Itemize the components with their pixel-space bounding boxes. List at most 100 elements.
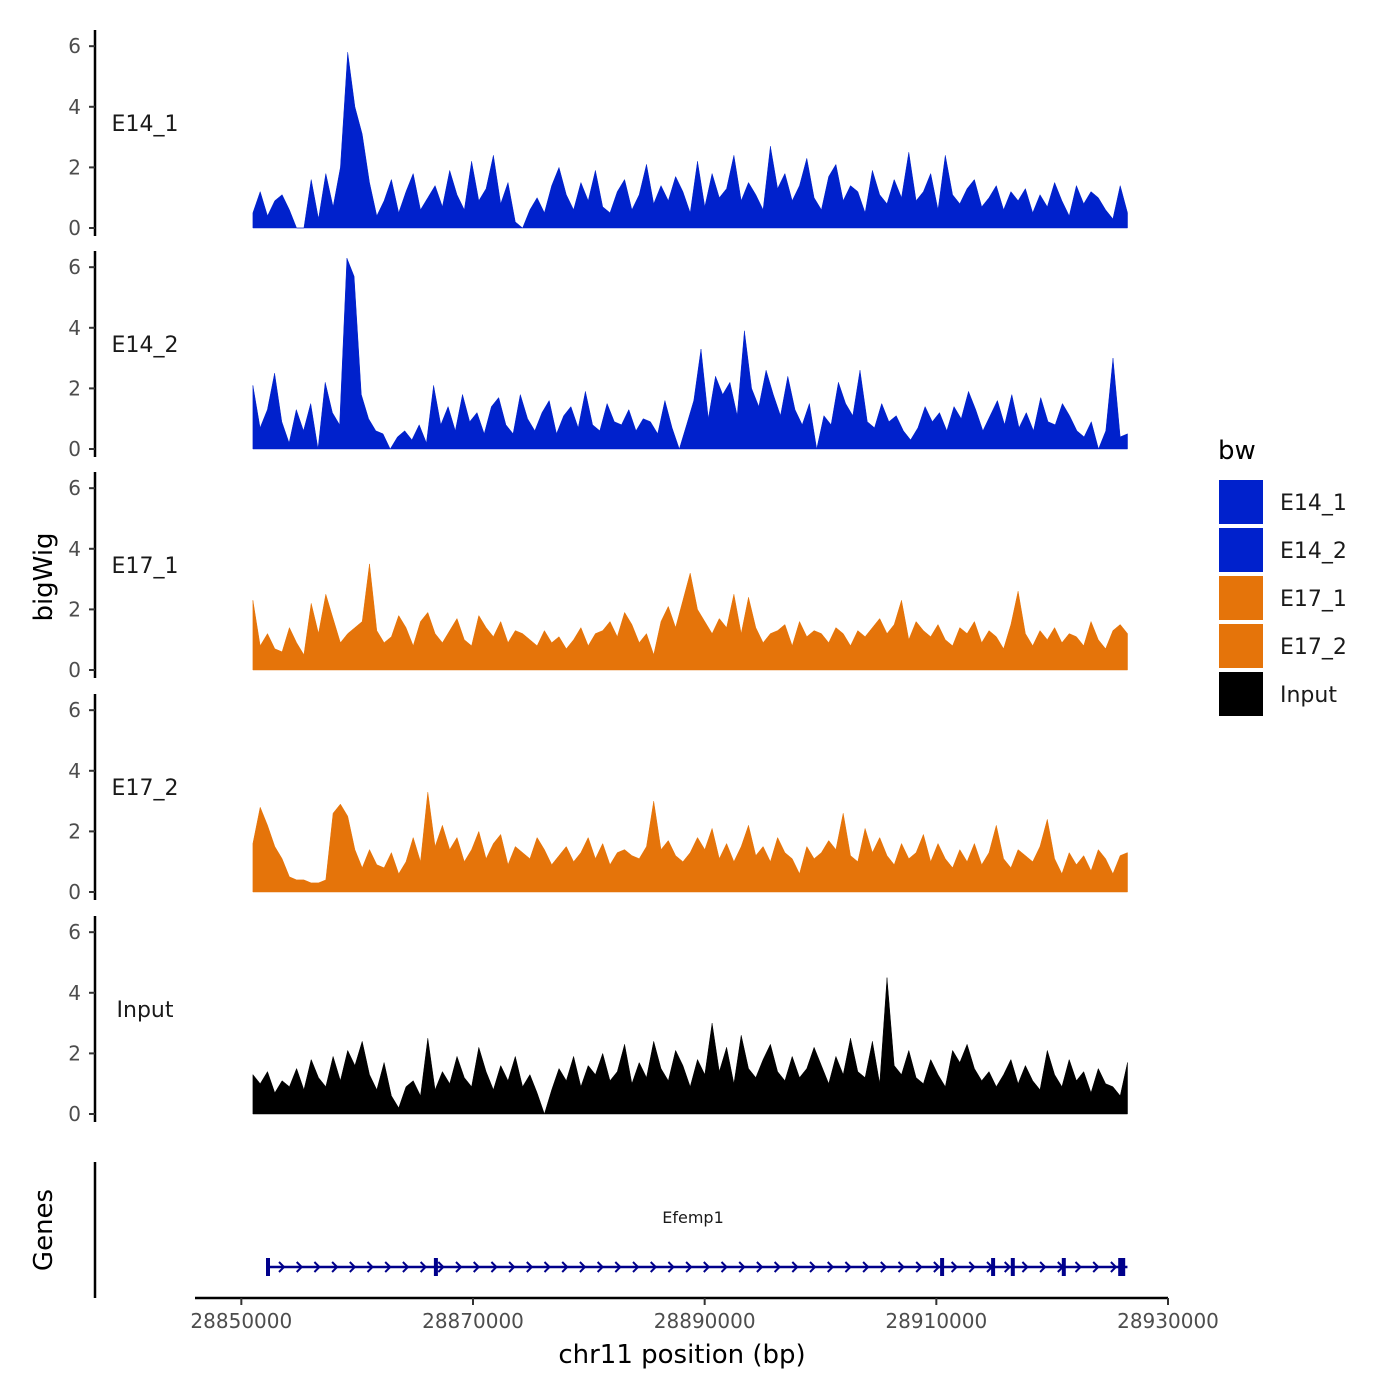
strand-arrow	[331, 1261, 339, 1273]
y-tick-label: 6	[68, 920, 81, 944]
strand-arrow	[402, 1261, 410, 1273]
strand-arrow	[278, 1261, 286, 1273]
strand-arrow	[720, 1261, 728, 1273]
strand-arrow	[1003, 1261, 1012, 1273]
legend-key	[1219, 576, 1263, 620]
x-tick-label: 28890000	[654, 1309, 756, 1333]
legend-key	[1219, 624, 1263, 668]
strand-arrow	[490, 1261, 498, 1273]
y-tick-label: 0	[68, 880, 81, 904]
strand-arrow	[685, 1261, 693, 1273]
strand-arrow	[826, 1261, 835, 1273]
exon	[266, 1258, 270, 1276]
track-E17_2: 0 2 4 6 E17_2	[68, 694, 1128, 904]
legend-key	[1219, 480, 1263, 524]
y-tick-label: 4	[68, 981, 81, 1005]
coverage-area-E14_2	[252, 258, 1128, 450]
strand-arrow	[295, 1261, 304, 1273]
x-axis: 28850000 28870000 28890000 28910000 28930000	[190, 1296, 1219, 1333]
legend-entry-label: E17_2	[1280, 635, 1347, 660]
track-Input: 0 2 4 6 Input	[68, 916, 1128, 1126]
y-tick-label: 4	[68, 316, 81, 340]
strand-arrow	[437, 1261, 445, 1273]
strand-arrow	[773, 1261, 782, 1273]
y-tick-label: 2	[68, 376, 81, 400]
strand-arrow	[880, 1261, 888, 1273]
legend-entry-label: Input	[1280, 683, 1337, 708]
strand-arrow	[950, 1261, 959, 1273]
strand-arrow	[791, 1261, 799, 1273]
legend-entry-label: E14_1	[1280, 491, 1347, 516]
track-label: E17_2	[112, 776, 179, 801]
exon	[1061, 1258, 1066, 1276]
strand-arrow	[703, 1261, 711, 1273]
strand-arrow	[1039, 1261, 1047, 1273]
x-tick-label: 28910000	[885, 1309, 987, 1333]
coverage-area-E17_2	[252, 791, 1128, 893]
genes-track: Genes Efemp1	[29, 1162, 1128, 1298]
strand-arrow	[579, 1261, 587, 1273]
exon	[1118, 1258, 1126, 1276]
y-tick-label: 2	[68, 155, 81, 179]
y-tick-label: 2	[68, 1041, 81, 1065]
track-E14_1: 0 2 4 6 E14_1	[68, 30, 1128, 240]
strand-arrow	[614, 1261, 622, 1273]
strand-arrow	[313, 1261, 321, 1273]
coverage-area-Input	[252, 977, 1128, 1115]
strand-arrow	[756, 1261, 764, 1273]
strand-arrow	[526, 1261, 534, 1273]
y-tick-label: 4	[68, 95, 81, 119]
strand-arrow	[596, 1261, 605, 1273]
strand-arrow	[366, 1261, 374, 1273]
legend: bw E14_1 E14_2 E17_1 E17_2 Input	[1218, 436, 1347, 716]
gene-name-label: Efemp1	[662, 1208, 724, 1227]
x-tick-label: 28850000	[190, 1309, 292, 1333]
exon	[433, 1258, 438, 1276]
strand-arrow	[1110, 1261, 1118, 1273]
y-tick-label: 0	[68, 1102, 81, 1126]
strand-arrow	[649, 1261, 658, 1273]
track-label: E14_2	[112, 333, 179, 358]
strand-arrow	[862, 1261, 870, 1273]
strand-arrow	[349, 1261, 357, 1273]
strand-arrow	[667, 1261, 675, 1273]
strand-arrow	[844, 1261, 852, 1273]
strand-arrow	[561, 1261, 569, 1273]
strand-arrow	[472, 1261, 481, 1273]
y-tick-label: 6	[68, 255, 81, 279]
x-tick-label: 28870000	[422, 1309, 524, 1333]
track-label: Input	[117, 998, 174, 1023]
strand-arrow	[1021, 1261, 1029, 1273]
coverage-area-E14_1	[252, 52, 1128, 229]
strand-arrow	[455, 1261, 463, 1273]
strand-arrow	[543, 1261, 551, 1273]
strand-arrow	[1074, 1261, 1082, 1273]
y-tick-label: 0	[68, 216, 81, 240]
legend-key	[1219, 672, 1263, 716]
exon	[991, 1258, 996, 1276]
legend-entry-label: E14_2	[1280, 539, 1347, 564]
track-label: E17_1	[112, 554, 179, 579]
y-tick-label: 6	[68, 476, 81, 500]
y-tick-label: 4	[68, 759, 81, 783]
x-tick-label: 28930000	[1117, 1309, 1219, 1333]
strand-arrow	[809, 1261, 817, 1273]
strand-arrow	[384, 1261, 392, 1273]
bigwig-tracks: 0 2 4 6 E14_1 0 2 4 6 E14_2 0 2 4 6 E17_1 0 2 4 6 E17_2 0 2 4 6…	[68, 30, 1128, 1126]
coverage-area-E17_1	[252, 563, 1128, 671]
strand-arrow	[897, 1261, 905, 1273]
track-E14_2: 0 2 4 6 E14_2	[68, 251, 1128, 461]
strand-arrow	[933, 1261, 941, 1273]
y-tick-label: 0	[68, 658, 81, 682]
exon	[940, 1258, 945, 1276]
x-axis-title: chr11 position (bp)	[558, 1340, 805, 1370]
strand-arrow	[915, 1261, 923, 1273]
legend-entry-label: E17_1	[1280, 587, 1347, 612]
track-E17_1: 0 2 4 6 E17_1	[68, 472, 1128, 682]
exon	[1010, 1258, 1015, 1276]
strand-arrow	[508, 1261, 516, 1273]
y-axis-title: bigWig	[29, 532, 59, 621]
track-label: E14_1	[112, 112, 179, 137]
